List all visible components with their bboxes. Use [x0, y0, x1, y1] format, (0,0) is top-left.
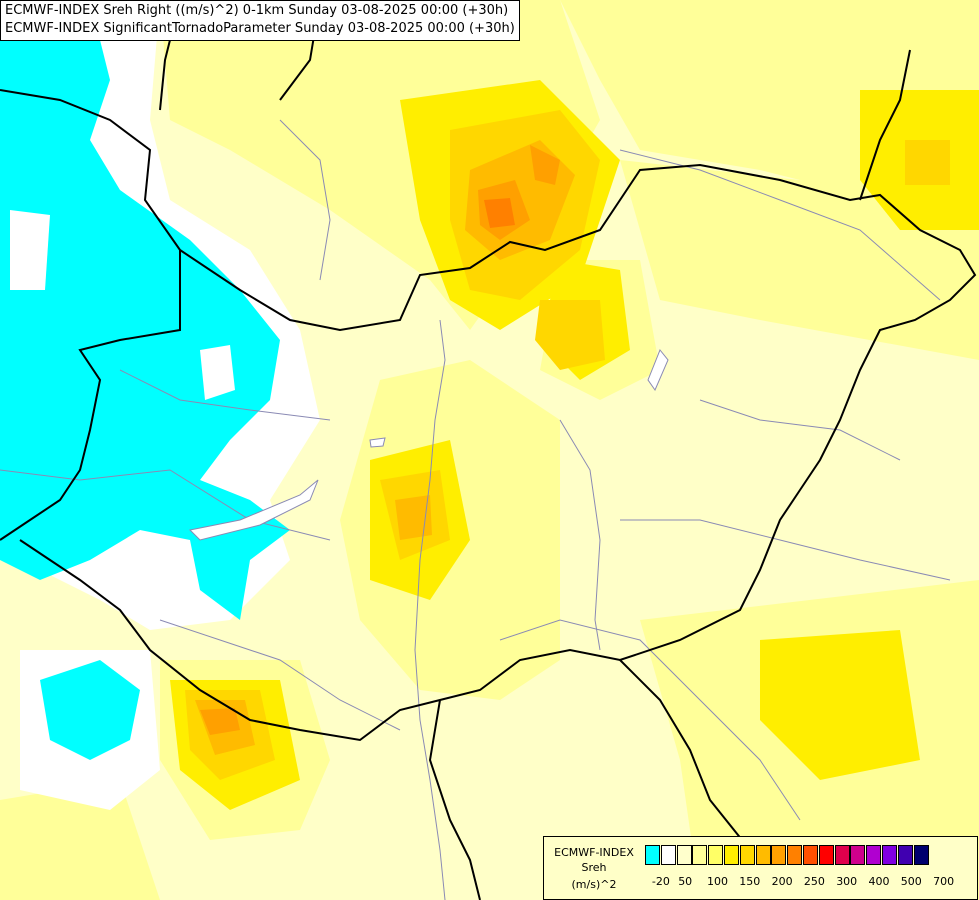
color-legend: ECMWF-INDEX Sreh (m/s)^2 -20 50 100 150 200 2…: [543, 836, 978, 900]
legend-tick-label: 300: [836, 875, 858, 888]
sreh-field-cyan: [0, 0, 290, 760]
legend-swatch: [787, 845, 803, 865]
legend-model-label: ECMWF-INDEX: [554, 846, 634, 859]
legend-swatch: [818, 845, 834, 865]
map-title-box: ECMWF-INDEX Sreh Right ((m/s)^2) 0-1km S…: [0, 0, 520, 41]
legend-swatch: [882, 845, 897, 865]
legend-tick-label: -20: [651, 875, 670, 888]
sreh-field-white-holes: [10, 210, 235, 400]
legend-swatch: [692, 845, 708, 865]
rivers: [0, 119, 951, 900]
legend-swatch: [755, 845, 771, 865]
legend-swatch: [660, 845, 676, 865]
lakes: [188, 349, 669, 541]
legend-tick-label: 500: [900, 875, 922, 888]
legend-tick-label: 700: [933, 875, 955, 888]
legend-swatch: [803, 845, 818, 865]
legend-swatch: [708, 845, 724, 865]
legend-tick-label: 100: [707, 875, 728, 888]
title-line-1: ECMWF-INDEX Sreh Right ((m/s)^2) 0-1km S…: [5, 3, 509, 18]
legend-tick-label: 400: [868, 875, 890, 888]
legend-tick-label: 200: [771, 875, 793, 888]
legend-swatch: [771, 845, 787, 865]
legend-swatch: [676, 845, 692, 865]
legend-tick-label: 250: [803, 875, 825, 888]
legend-unit-label: (m/s)^2: [571, 878, 617, 891]
legend-swatch: [913, 845, 929, 865]
legend-swatch: [866, 845, 882, 865]
title-line-2: ECMWF-INDEX SignificantTornadoParameter …: [5, 21, 515, 36]
legend-swatch: [724, 845, 739, 865]
legend-swatch: [897, 845, 913, 865]
legend-swatch: [834, 845, 850, 865]
legend-tick-label: 150: [739, 875, 761, 888]
legend-swatch: [645, 845, 660, 865]
legend-swatch: [850, 845, 866, 865]
legend-parameter-label: Sreh: [581, 861, 607, 874]
legend-tick-label: 50: [678, 875, 693, 888]
sreh-field-max: [484, 198, 515, 228]
legend-swatch: [739, 845, 755, 865]
